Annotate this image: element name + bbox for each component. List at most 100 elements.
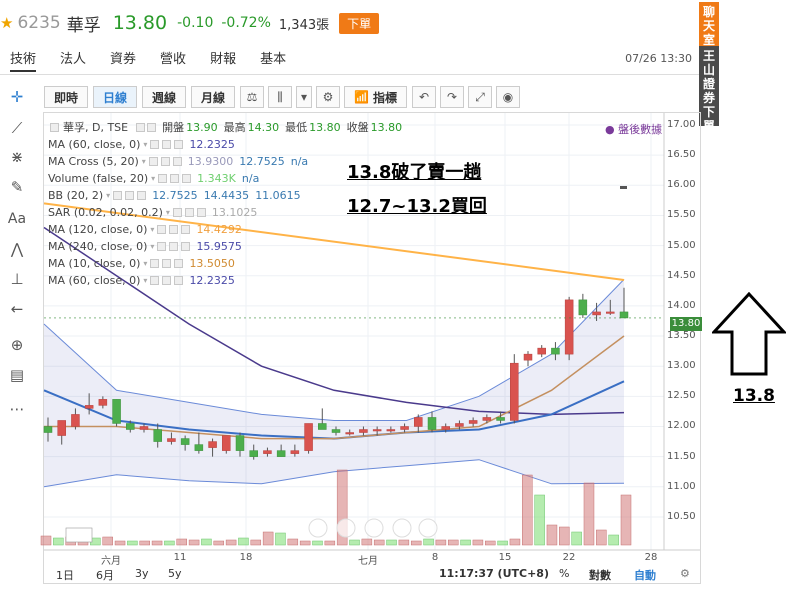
monthly-button[interactable]: 月線 — [191, 86, 236, 108]
percent-toggle[interactable]: % — [559, 567, 570, 580]
eye-icon[interactable] — [150, 259, 160, 268]
legend-study-row[interactable]: MA (120, close, 0) ▾ 14.4292 — [48, 221, 608, 238]
settings-icon[interactable] — [170, 174, 180, 183]
fib-icon[interactable]: ⋇ — [10, 148, 24, 166]
settings-icon[interactable] — [184, 208, 194, 217]
chevron-down-icon[interactable]: ▾ — [165, 208, 170, 217]
redo-icon[interactable]: ↷ — [440, 86, 465, 108]
remove-icon[interactable] — [172, 157, 182, 166]
eye-icon[interactable] — [150, 276, 160, 285]
tab-revenue[interactable]: 營收 — [160, 52, 187, 67]
camera-icon[interactable]: ◉ — [496, 86, 521, 108]
remove-icon[interactable] — [182, 174, 192, 183]
settings-icon[interactable] — [162, 140, 172, 149]
auto-scale-toggle[interactable]: 自動 — [634, 569, 656, 582]
ma120-line — [43, 202, 625, 281]
compare-scale-icon[interactable]: ⚖ — [240, 86, 265, 108]
remove-icon[interactable] — [174, 276, 184, 285]
arrow-left-icon[interactable]: ← — [10, 300, 24, 318]
remove-icon[interactable] — [137, 191, 147, 200]
range-6m[interactable]: 6月 — [96, 569, 114, 582]
chevron-down-icon[interactable]: ▾ — [151, 174, 156, 183]
tab-technical[interactable]: 技術 — [10, 48, 37, 72]
legend-study-row[interactable]: BB (20, 2) ▾ 12.7525 14.4435 11.0615 — [48, 187, 608, 204]
collapse-icon[interactable] — [50, 123, 59, 132]
remove-icon[interactable] — [181, 242, 191, 251]
undo-icon[interactable]: ↶ — [412, 86, 437, 108]
candle-type-icon[interactable]: ⫼ — [268, 86, 293, 108]
intraday-button[interactable]: 即時 — [44, 86, 89, 108]
crosshair-icon[interactable]: ✛ — [10, 88, 24, 106]
chevron-down-icon[interactable]: ▾ — [106, 191, 111, 200]
eye-icon[interactable] — [150, 140, 160, 149]
stock-code: 6235 — [17, 13, 61, 33]
chat-room-tab[interactable]: 聊天室 — [699, 2, 719, 47]
range-1d[interactable]: 1日 — [56, 569, 74, 582]
zoom-icon[interactable]: ⊕ — [10, 336, 24, 354]
chevron-down-icon[interactable]: ▾ — [150, 225, 155, 234]
tab-basic[interactable]: 基本 — [260, 52, 287, 67]
legend-study-row[interactable]: SAR (0.02, 0.02, 0.2) ▾ 13.1025 — [48, 204, 608, 221]
chevron-down-icon[interactable]: ▾ — [296, 86, 313, 108]
text-tool-icon[interactable]: Aa — [7, 211, 27, 227]
study-name: MA (240, close, 0) — [48, 240, 148, 253]
log-toggle[interactable]: 對數 — [589, 569, 611, 582]
broker-order-tab[interactable]: 王山證券下單 — [699, 46, 719, 133]
tab-financials[interactable]: 財報 — [210, 52, 237, 67]
eye-icon[interactable] — [148, 157, 158, 166]
candle-body — [441, 426, 450, 430]
favorite-star-icon[interactable]: ★ — [0, 14, 14, 32]
chevron-down-icon[interactable]: ▾ — [143, 276, 148, 285]
settings-icon[interactable] — [160, 157, 170, 166]
pattern-icon[interactable]: ⋀ — [10, 240, 24, 258]
range-3y[interactable]: 3y — [135, 567, 149, 580]
more-tools-icon[interactable]: ⋯ — [9, 400, 25, 418]
tab-institutional[interactable]: 法人 — [60, 52, 87, 67]
remove-icon[interactable] — [196, 208, 206, 217]
eye-icon[interactable] — [157, 242, 167, 251]
volume-bar — [373, 539, 385, 546]
range-5y[interactable]: 5y — [168, 567, 182, 580]
ruler-icon[interactable]: ▤ — [9, 366, 25, 384]
legend-study-row[interactable]: MA (60, close, 0) ▾ 12.2325 — [48, 136, 608, 153]
settings-icon[interactable] — [169, 242, 179, 251]
settings-icon[interactable] — [125, 191, 135, 200]
indicators-button[interactable]: 📶 指標 — [344, 86, 408, 108]
chevron-down-icon[interactable]: ▾ — [143, 140, 148, 149]
after-hours-data[interactable]: ● 盤後數據 — [605, 121, 662, 137]
quote-datetime: 07/26 13:30 — [625, 52, 692, 65]
legend-study-row[interactable]: MA Cross (5, 20) ▾ 13.9300 12.7525 n/a — [48, 153, 608, 170]
settings-icon[interactable] — [169, 225, 179, 234]
remove-icon[interactable] — [174, 140, 184, 149]
legend-study-row[interactable]: MA (10, close, 0) ▾ 13.5050 — [48, 255, 608, 272]
eye-icon[interactable] — [172, 208, 182, 217]
settings-icon[interactable] — [147, 123, 157, 132]
fullscreen-icon[interactable]: ⤢ — [468, 86, 493, 108]
remove-icon[interactable] — [174, 259, 184, 268]
legend-study-row[interactable]: MA (240, close, 0) ▾ 15.9575 — [48, 238, 608, 255]
settings-icon[interactable] — [162, 259, 172, 268]
legend-study-row[interactable]: Volume (false, 20) ▾ 1.343K n/a — [48, 170, 608, 187]
settings-icon[interactable] — [162, 276, 172, 285]
bottom-gear-icon[interactable]: ⚙ — [680, 567, 690, 580]
order-button[interactable]: 下單 — [339, 12, 380, 34]
y-tick-label: 15.50 — [667, 209, 696, 221]
gear-icon[interactable]: ⚙ — [316, 86, 341, 108]
daily-button[interactable]: 日線 — [93, 86, 138, 108]
trendline-icon[interactable]: ⟋ — [11, 119, 23, 137]
weekly-button[interactable]: 週線 — [142, 86, 187, 108]
eye-icon[interactable] — [136, 123, 146, 132]
chevron-down-icon[interactable]: ▾ — [141, 157, 146, 166]
tab-margin[interactable]: 資券 — [110, 52, 137, 67]
eye-icon[interactable] — [157, 225, 167, 234]
eye-icon[interactable] — [113, 191, 123, 200]
brush-icon[interactable]: ✎ — [10, 178, 24, 196]
chevron-down-icon[interactable]: ▾ — [143, 259, 148, 268]
chevron-down-icon[interactable]: ▾ — [150, 242, 155, 251]
eye-icon[interactable] — [158, 174, 168, 183]
measure-icon[interactable]: ⊥ — [10, 270, 24, 288]
remove-icon[interactable] — [181, 225, 191, 234]
study-value: 14.4292 — [196, 223, 242, 236]
legend-study-row[interactable]: MA (60, close, 0) ▾ 12.2325 — [48, 272, 608, 289]
